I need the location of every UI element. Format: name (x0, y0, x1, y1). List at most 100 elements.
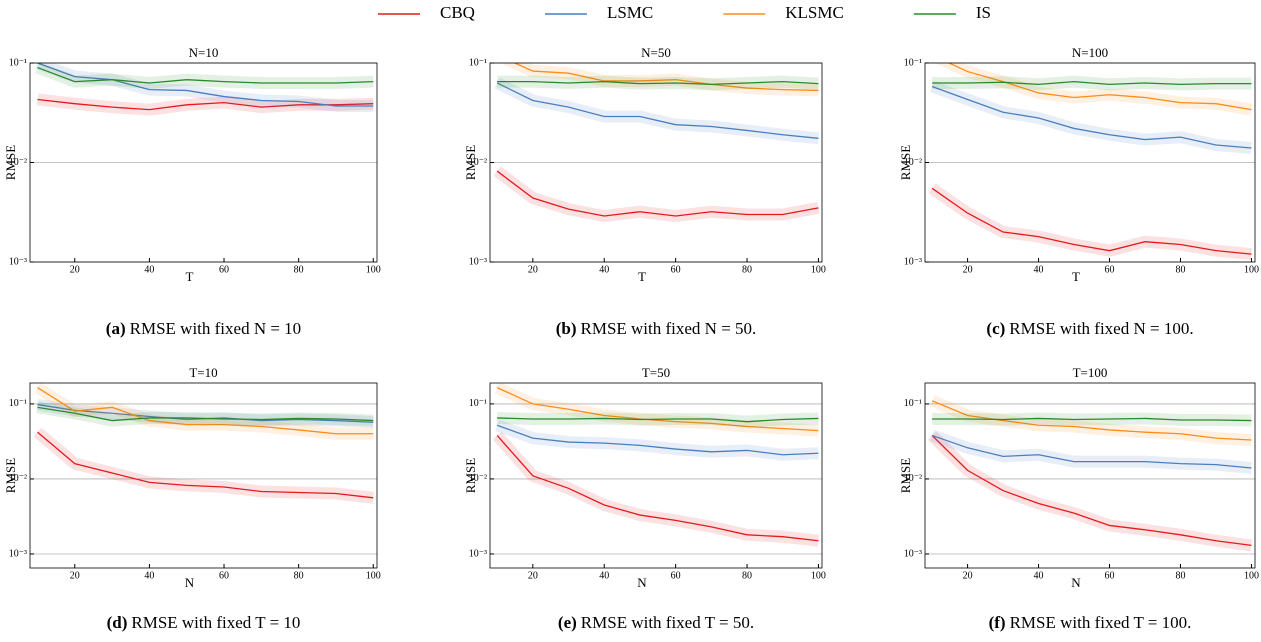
x-axis-label: T (638, 269, 646, 284)
caption-label: (d) (107, 613, 128, 632)
caption: (c) RMSE with fixed N = 100. (986, 319, 1193, 338)
line (496, 82, 819, 139)
line (37, 431, 374, 499)
caption: (d) RMSE with fixed T = 10 (107, 613, 301, 632)
x-tick-label: 20 (70, 570, 80, 581)
x-tick-label: 40 (144, 264, 154, 275)
x-tick-label: 100 (811, 264, 826, 275)
x-tick-label: 60 (1105, 570, 1115, 581)
x-tick-label: 80 (294, 570, 304, 581)
x-axis-label: N (637, 575, 647, 590)
x-tick-label: 60 (671, 264, 681, 275)
panel-title: T=50 (642, 365, 670, 380)
y-axis-label: RMSE (898, 458, 913, 493)
y-axis-label: RMSE (898, 145, 913, 180)
panel-title: T=10 (189, 365, 217, 380)
line (497, 417, 819, 423)
line (513, 63, 819, 92)
x-tick-label: 40 (599, 570, 609, 581)
y-tick-label: 10⁻¹ (469, 57, 487, 68)
x-axis-label: T (1072, 269, 1080, 284)
y-axis-label: RMSE (3, 145, 18, 180)
x-axis-label: T (186, 269, 194, 284)
line (496, 435, 819, 542)
caption-text: RMSE with fixed N = 50. (580, 319, 756, 338)
x-tick-label: 40 (1034, 264, 1044, 275)
y-tick-label: 10⁻¹ (9, 398, 27, 409)
x-tick-label: 100 (366, 264, 381, 275)
x-tick-label: 40 (1034, 570, 1044, 581)
line (496, 387, 819, 432)
y-tick-label: 10⁻³ (9, 256, 27, 267)
caption: (f) RMSE with fixed T = 100. (989, 613, 1192, 632)
x-tick-label: 100 (811, 570, 826, 581)
caption-label: (e) (558, 613, 577, 632)
caption: (a) RMSE with fixed N = 10 (106, 319, 301, 338)
line (37, 387, 374, 435)
x-tick-label: 80 (1175, 264, 1185, 275)
y-tick-label: 10⁻¹ (469, 398, 487, 409)
panel-title: N=100 (1072, 45, 1108, 60)
caption-text: RMSE with fixed T = 100. (1010, 613, 1192, 632)
x-axis-label: N (185, 575, 195, 590)
y-tick-label: 10⁻² (904, 473, 922, 484)
caption-label: (f) (989, 613, 1006, 632)
y-tick-label: 10⁻² (9, 473, 27, 484)
y-tick-label: 10⁻² (904, 157, 922, 168)
x-tick-label: 80 (1175, 570, 1185, 581)
line (931, 400, 1252, 441)
line (37, 66, 374, 84)
line (931, 434, 1252, 469)
x-tick-label: 60 (219, 570, 229, 581)
x-tick-label: 60 (1105, 264, 1115, 275)
caption-label: (b) (556, 319, 577, 338)
caption-label: (a) (106, 319, 126, 338)
x-tick-label: 20 (528, 264, 538, 275)
caption: (e) RMSE with fixed T = 50. (558, 613, 754, 632)
caption-text: RMSE with fixed N = 10 (130, 319, 302, 338)
y-tick-label: 10⁻³ (469, 256, 487, 267)
caption-text: RMSE with fixed T = 10 (131, 613, 300, 632)
band (928, 183, 1253, 261)
x-tick-label: 60 (671, 570, 681, 581)
line (496, 170, 819, 217)
line (947, 63, 1252, 111)
legend-label: CBQ (440, 3, 475, 22)
x-tick-label: 20 (963, 264, 973, 275)
x-tick-label: 100 (366, 570, 381, 581)
x-tick-label: 80 (742, 570, 752, 581)
band (493, 166, 820, 222)
x-tick-label: 40 (599, 264, 609, 275)
legend-label: LSMC (607, 3, 653, 22)
plot-frame (924, 382, 1256, 569)
line (932, 417, 1252, 422)
line (931, 85, 1252, 149)
line (497, 80, 819, 86)
y-tick-label: 10⁻¹ (9, 57, 27, 68)
line (932, 80, 1252, 86)
plot-frame (489, 62, 823, 263)
panel-title: N=50 (641, 45, 671, 60)
legend-label: KLSMC (785, 3, 844, 22)
y-tick-label: 10⁻³ (904, 256, 922, 267)
y-axis-label: RMSE (3, 458, 18, 493)
x-axis-label: N (1071, 575, 1081, 590)
y-tick-label: 10⁻³ (9, 548, 27, 559)
y-tick-label: 10⁻¹ (904, 398, 922, 409)
line (931, 187, 1252, 255)
plot-frame (489, 382, 823, 569)
caption: (b) RMSE with fixed N = 50. (556, 319, 757, 338)
x-tick-label: 20 (528, 570, 538, 581)
x-tick-label: 20 (70, 264, 80, 275)
line (931, 434, 1252, 547)
y-tick-label: 10⁻³ (469, 548, 487, 559)
plot-frame (924, 62, 1256, 263)
y-tick-label: 10⁻³ (904, 548, 922, 559)
caption-text: RMSE with fixed N = 100. (1009, 319, 1193, 338)
panel-title: T=100 (1073, 365, 1108, 380)
y-tick-label: 10⁻² (469, 473, 487, 484)
caption-label: (c) (986, 319, 1005, 338)
line (37, 406, 374, 422)
y-tick-label: 10⁻² (9, 157, 27, 168)
